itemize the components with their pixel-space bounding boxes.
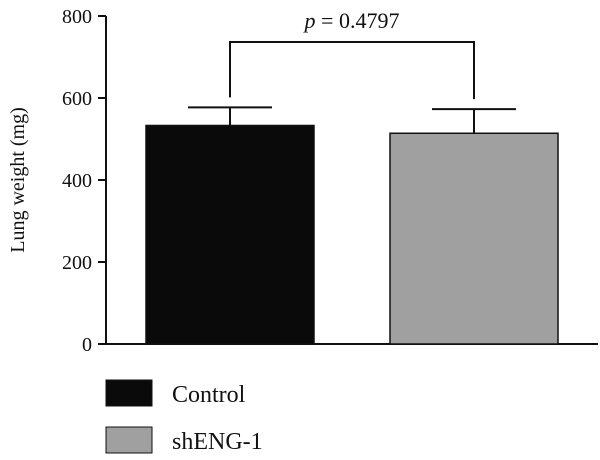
y-tick-label: 0 bbox=[82, 334, 92, 356]
p-value: = 0.4797 bbox=[316, 8, 400, 33]
y-tick-label: 600 bbox=[62, 88, 92, 110]
significance-bracket bbox=[229, 41, 475, 100]
legend: Control shENG-1 bbox=[105, 379, 263, 455]
y-tick-label: 200 bbox=[62, 252, 92, 274]
legend-label-sheng1: shENG-1 bbox=[172, 429, 263, 455]
significance-annotation bbox=[229, 41, 475, 100]
legend-swatch-sheng1 bbox=[105, 426, 153, 454]
bars bbox=[145, 106, 559, 345]
legend-label-control: Control bbox=[172, 382, 246, 408]
y-axis-title: Lung weight (mg) bbox=[7, 107, 29, 253]
p-symbol: p bbox=[303, 8, 316, 33]
y-tick-label: 800 bbox=[62, 6, 92, 28]
bar-control bbox=[145, 124, 315, 345]
p-value-label: p = 0.4797 bbox=[303, 8, 400, 33]
bar-sheng1 bbox=[389, 132, 559, 345]
legend-swatch-control bbox=[105, 379, 153, 407]
y-tick-label: 400 bbox=[62, 170, 92, 192]
